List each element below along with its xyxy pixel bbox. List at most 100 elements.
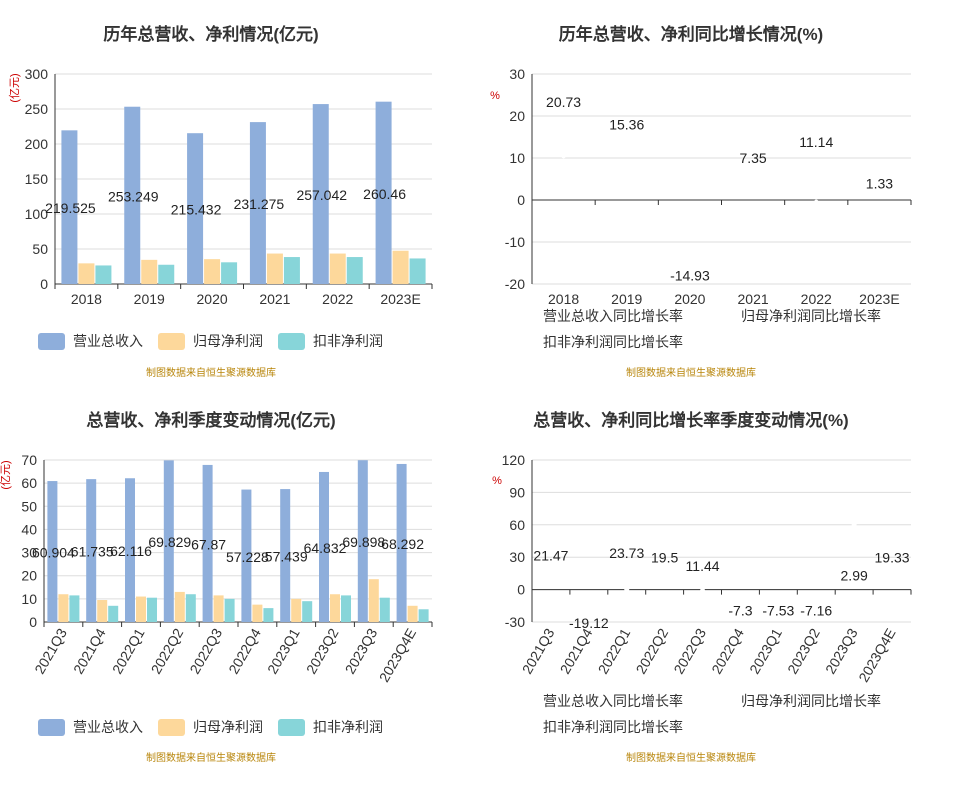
y-tick-label: 150 — [25, 171, 49, 187]
y-tick-label: 30 — [21, 545, 37, 561]
x-tick-label: 2023Q3 — [342, 625, 381, 676]
x-tick-label: 2023Q1 — [746, 625, 785, 676]
bar-revenue — [61, 130, 78, 284]
x-tick-label: 2020 — [674, 291, 705, 307]
data-label: 215.432 — [171, 202, 222, 218]
legend-label: 归母净利润同比增长率 — [741, 693, 881, 709]
legend-swatch — [38, 719, 65, 736]
y-tick-label: 30 — [509, 66, 525, 82]
y-tick-label: 70 — [21, 452, 37, 468]
legend-item-parent_profit: 归母净利润 — [158, 719, 263, 736]
data-label: 69.898 — [342, 534, 385, 550]
data-label: 67.87 — [191, 536, 226, 552]
bar-parent_profit — [174, 591, 185, 622]
data-label: 7.35 — [739, 150, 766, 166]
chart-quarterly_amounts: 总营收、净利季度变动情况(亿元) (亿元) 0 10 20 30 40 50 60 70 2021Q… — [0, 410, 433, 764]
data-label: 60.904 — [32, 545, 75, 561]
point-revenue_growth — [586, 607, 592, 613]
x-tick-label: 2021 — [738, 291, 769, 307]
data-label: 23.73 — [609, 545, 644, 561]
point-deducted_growth — [750, 90, 756, 96]
source-note: 制图数据来自恒生聚源数据库 — [146, 366, 276, 379]
data-label: 21.47 — [533, 547, 568, 563]
point-revenue_growth — [876, 191, 882, 197]
x-tick-label: 2021Q3 — [31, 625, 70, 676]
x-tick-label: 2023E — [380, 291, 420, 307]
source-note: 制图数据来自恒生聚源数据库 — [146, 751, 276, 764]
bar-deducted_profit — [283, 257, 300, 284]
y-tick-label: 90 — [509, 484, 525, 500]
point-revenue_growth — [548, 563, 554, 569]
bar-revenue — [47, 481, 58, 622]
y-tick-label: 0 — [40, 276, 48, 292]
legend-item-parent_profit: 归母净利润 — [158, 333, 263, 350]
legend-label: 营业总收入 — [73, 333, 143, 349]
bar-revenue — [241, 489, 252, 622]
data-label: 61.735 — [71, 544, 114, 560]
x-tick-label: 2021 — [259, 291, 290, 307]
y-tick-label: 250 — [25, 101, 49, 117]
data-label: -19.12 — [569, 615, 609, 631]
point-parent_growth — [851, 522, 857, 528]
x-tick-label: 2018 — [548, 291, 579, 307]
data-label: -7.3 — [728, 602, 752, 618]
data-label: 257.042 — [296, 187, 347, 203]
bar-revenue — [375, 101, 392, 284]
legend-swatch — [278, 333, 305, 350]
bar-revenue — [125, 478, 135, 622]
point-deducted_growth — [687, 151, 693, 157]
y-tick-label: 30 — [509, 549, 525, 565]
point-revenue_growth — [750, 166, 756, 172]
x-tick-label: 2022 — [801, 291, 832, 307]
y-tick-label: 50 — [21, 498, 37, 514]
legend-marker — [515, 721, 527, 733]
bar-parent_profit — [141, 259, 158, 284]
bar-parent_profit — [291, 598, 302, 622]
bar-parent_profit — [329, 253, 346, 284]
unit-label: (亿元) — [8, 73, 21, 102]
y-tick-label: 0 — [517, 582, 525, 598]
legend-marker — [515, 695, 527, 707]
point-deducted_growth — [548, 579, 554, 585]
bar-deducted_profit — [108, 605, 119, 622]
point-revenue_growth — [624, 561, 630, 567]
point-revenue_growth — [700, 574, 706, 580]
point-deducted_growth — [662, 568, 668, 574]
legend-swatch — [158, 333, 185, 350]
legend-label: 扣非净利润同比增长率 — [543, 719, 683, 735]
y-tick-label: 10 — [509, 150, 525, 166]
unit-label: % — [492, 475, 502, 487]
bar-deducted_profit — [185, 594, 196, 622]
legend-label: 扣非净利润 — [313, 719, 383, 735]
point-parent_growth — [813, 208, 819, 213]
y-tick-label: 60 — [21, 475, 37, 491]
bar-revenue — [124, 106, 141, 284]
point-parent_growth — [561, 163, 567, 169]
bar-parent_profit — [97, 600, 108, 622]
bar-parent_profit — [407, 605, 418, 622]
unit-label: % — [490, 90, 500, 102]
bar-deducted_profit — [69, 595, 80, 622]
y-tick-label: 60 — [509, 517, 525, 533]
bar-revenue — [86, 479, 97, 622]
bar-deducted_profit — [158, 264, 175, 284]
bar-deducted_profit — [418, 609, 429, 622]
unit-label: (亿元) — [0, 460, 12, 489]
data-label: 253.249 — [108, 188, 159, 204]
data-label: 11.14 — [799, 134, 833, 150]
bar-parent_profit — [204, 259, 221, 284]
point-revenue_growth — [687, 260, 693, 266]
legend-marker — [713, 695, 725, 707]
chart-title: 总营收、净利季度变动情况(亿元) — [86, 410, 335, 430]
x-tick-label: 2022 — [322, 291, 353, 307]
data-label: 1.33 — [866, 175, 893, 191]
bar-revenue — [163, 460, 174, 622]
data-label: 69.829 — [148, 534, 191, 550]
bar-revenue — [249, 122, 266, 284]
legend-marker — [515, 336, 527, 348]
y-tick-label: 200 — [25, 136, 49, 152]
x-tick-label: 2022Q4 — [708, 625, 747, 676]
legend-item-revenue_growth: 营业总收入同比增长率 — [515, 693, 683, 709]
point-parent_growth — [586, 472, 592, 478]
x-tick-label: 2023Q4E — [855, 626, 898, 685]
